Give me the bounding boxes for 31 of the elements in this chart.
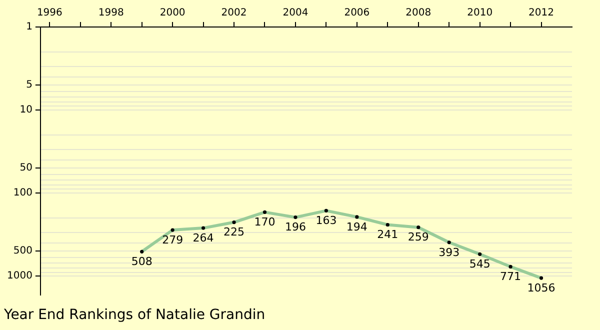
x-tick-label: 2000: [160, 8, 186, 19]
data-label: 279: [162, 233, 184, 246]
x-tick-label: 1998: [98, 8, 124, 19]
y-tick-label: 1000: [6, 270, 32, 282]
x-tick-label: 2002: [221, 8, 247, 19]
data-label: 196: [284, 220, 306, 234]
data-label: 264: [192, 231, 214, 244]
y-tick-label: 5: [26, 80, 32, 91]
data-label: 508: [131, 255, 152, 268]
data-label: 393: [438, 246, 460, 259]
data-label: 170: [254, 216, 276, 229]
y-tick-label: 500: [13, 246, 32, 257]
data-label: 545: [469, 258, 490, 271]
data-label: 163: [316, 214, 337, 228]
text: Year End Rankings of Natalie Grandin: [3, 307, 266, 324]
data-label: 1056: [527, 281, 556, 294]
x-tick-label: 2008: [406, 8, 432, 19]
data-label: 259: [408, 230, 429, 244]
data-label: 771: [500, 270, 522, 284]
y-tick-label: 50: [20, 162, 32, 174]
x-tick-label: 2012: [528, 8, 554, 19]
x-tick-label: 2010: [467, 8, 493, 19]
y-tick-label: 100: [13, 188, 32, 199]
x-tick-label: 2006: [344, 8, 370, 19]
data-label: 194: [346, 220, 368, 234]
x-tick-label: 1996: [36, 8, 62, 19]
data-label: 225: [224, 226, 245, 239]
y-tick-label: 10: [20, 104, 32, 116]
x-tick-label: 2004: [282, 8, 308, 19]
y-tick-label: 1: [26, 22, 32, 33]
data-label: 241: [377, 228, 398, 242]
